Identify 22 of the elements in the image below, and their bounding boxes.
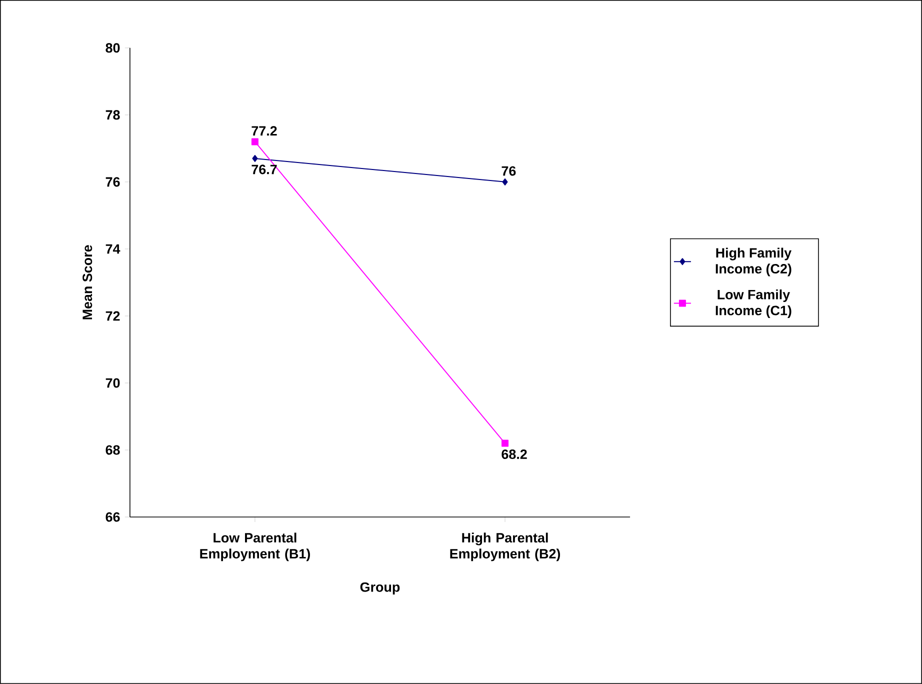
x-tick-label: Low Parental Employment (B1): [200, 532, 310, 562]
y-tick-label: 66: [106, 512, 120, 522]
y-tick-label: 74: [106, 244, 120, 254]
point: [502, 178, 508, 186]
data-label: 76.7: [252, 164, 277, 174]
legend-label: Low Family Income (C1): [716, 289, 792, 318]
y-tick-label: 80: [106, 43, 120, 53]
y-axis-title: Mean Score: [82, 245, 92, 320]
x-tick-label: High Parental Employment (B2): [450, 532, 560, 562]
y-tick-label: 70: [106, 378, 120, 388]
y-tick-label: 72: [106, 311, 120, 321]
point: [252, 155, 258, 162]
y-tick-label: 76: [106, 177, 120, 187]
data-label: 77.2: [252, 126, 277, 136]
point: [251, 138, 258, 146]
x-axis-title: Group: [360, 582, 400, 595]
data-label: 76: [502, 166, 516, 176]
point: [502, 440, 509, 447]
y-tick-label: 68: [106, 445, 120, 455]
data-label: 68.2: [502, 450, 527, 460]
y-tick-label: 78: [106, 110, 120, 120]
legend-label: High Family Income (C2): [716, 248, 792, 276]
